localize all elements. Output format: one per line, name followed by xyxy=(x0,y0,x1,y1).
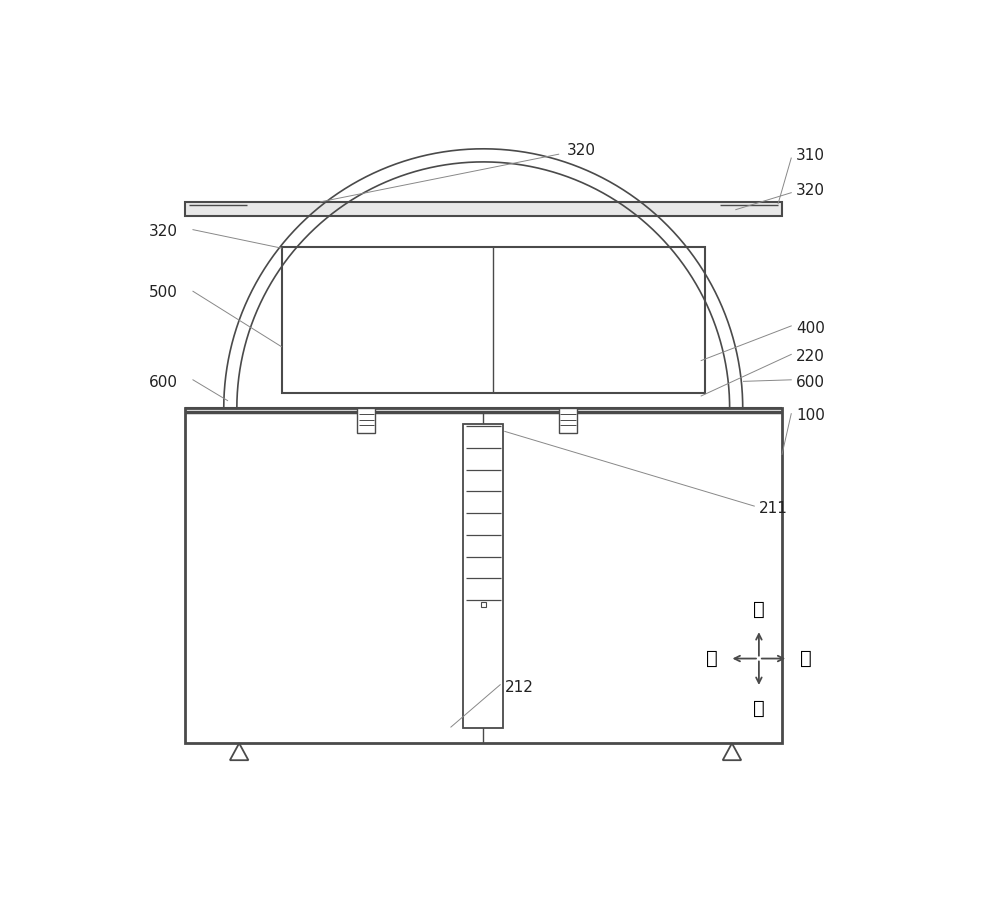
Bar xyxy=(282,247,705,393)
Text: 600: 600 xyxy=(796,374,825,390)
Text: 310: 310 xyxy=(796,148,825,163)
Bar xyxy=(185,409,782,743)
Text: 211: 211 xyxy=(759,501,788,516)
Text: 上: 上 xyxy=(753,599,765,618)
Bar xyxy=(481,602,486,608)
Text: 600: 600 xyxy=(149,374,178,390)
Bar xyxy=(559,409,577,433)
Text: 右: 右 xyxy=(800,649,812,668)
Text: 500: 500 xyxy=(149,285,178,301)
Bar xyxy=(357,409,375,433)
Text: 400: 400 xyxy=(796,320,825,336)
Text: 下: 下 xyxy=(753,698,765,717)
Bar xyxy=(185,202,782,216)
Text: 左: 左 xyxy=(706,649,717,668)
Text: 320: 320 xyxy=(566,143,595,157)
Bar xyxy=(463,424,503,728)
Text: 320: 320 xyxy=(149,224,178,238)
Text: 100: 100 xyxy=(796,409,825,424)
Text: 212: 212 xyxy=(505,680,534,695)
Text: 320: 320 xyxy=(796,183,825,198)
Text: 220: 220 xyxy=(796,349,825,364)
